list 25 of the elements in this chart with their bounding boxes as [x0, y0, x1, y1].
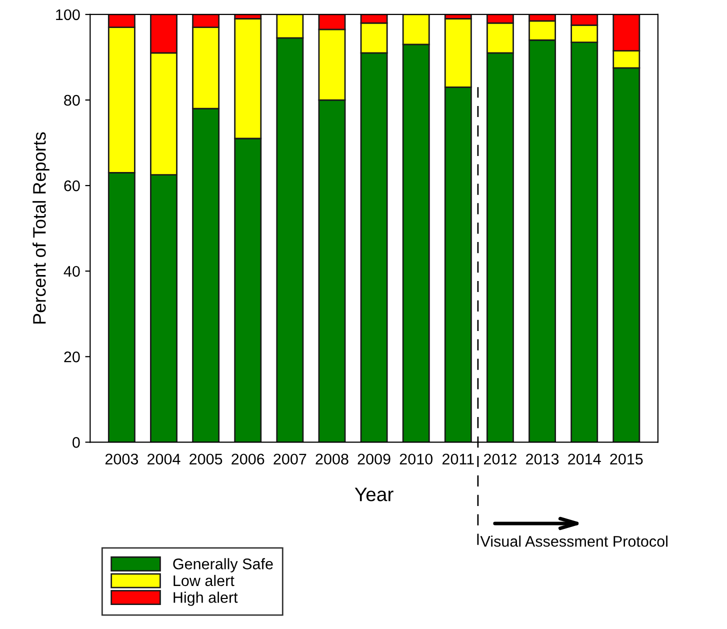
- y-tick-label: 20: [64, 352, 80, 362]
- legend-label: Generally Safe: [173, 558, 273, 572]
- x-tick-label: 2009: [358, 454, 390, 465]
- x-tick-label: 2005: [190, 454, 222, 465]
- y-tick-label: 100: [56, 9, 80, 20]
- legend-label: Low alert: [174, 574, 234, 586]
- x-tick-label: 2013: [526, 454, 559, 465]
- y-tick-label: 40: [64, 266, 80, 277]
- y-tick-label: 60: [64, 180, 80, 192]
- x-tick-label: 2006: [232, 454, 264, 465]
- y-tick-label: 80: [64, 94, 80, 106]
- x-tick-label: 2003: [105, 454, 138, 465]
- legend-label: High alert: [174, 592, 238, 606]
- x-tick-label: 2014: [568, 454, 601, 465]
- text: Visual Assessment Protocol: [480, 536, 668, 547]
- x-tick-label: 2012: [484, 454, 516, 465]
- x-tick-label: 2010: [400, 454, 432, 465]
- x-tick-label: 2011: [442, 454, 474, 465]
- x-tick-label: 2008: [316, 454, 348, 465]
- x-axis-title: Year: [354, 488, 394, 502]
- y-axis-title: Percent of Total Reports: [32, 132, 50, 324]
- x-tick-label: 2004: [148, 454, 180, 465]
- y-tick-label: 0: [72, 437, 80, 448]
- x-tick-label: 2007: [274, 454, 306, 465]
- x-tick-label: 2015: [610, 454, 643, 465]
